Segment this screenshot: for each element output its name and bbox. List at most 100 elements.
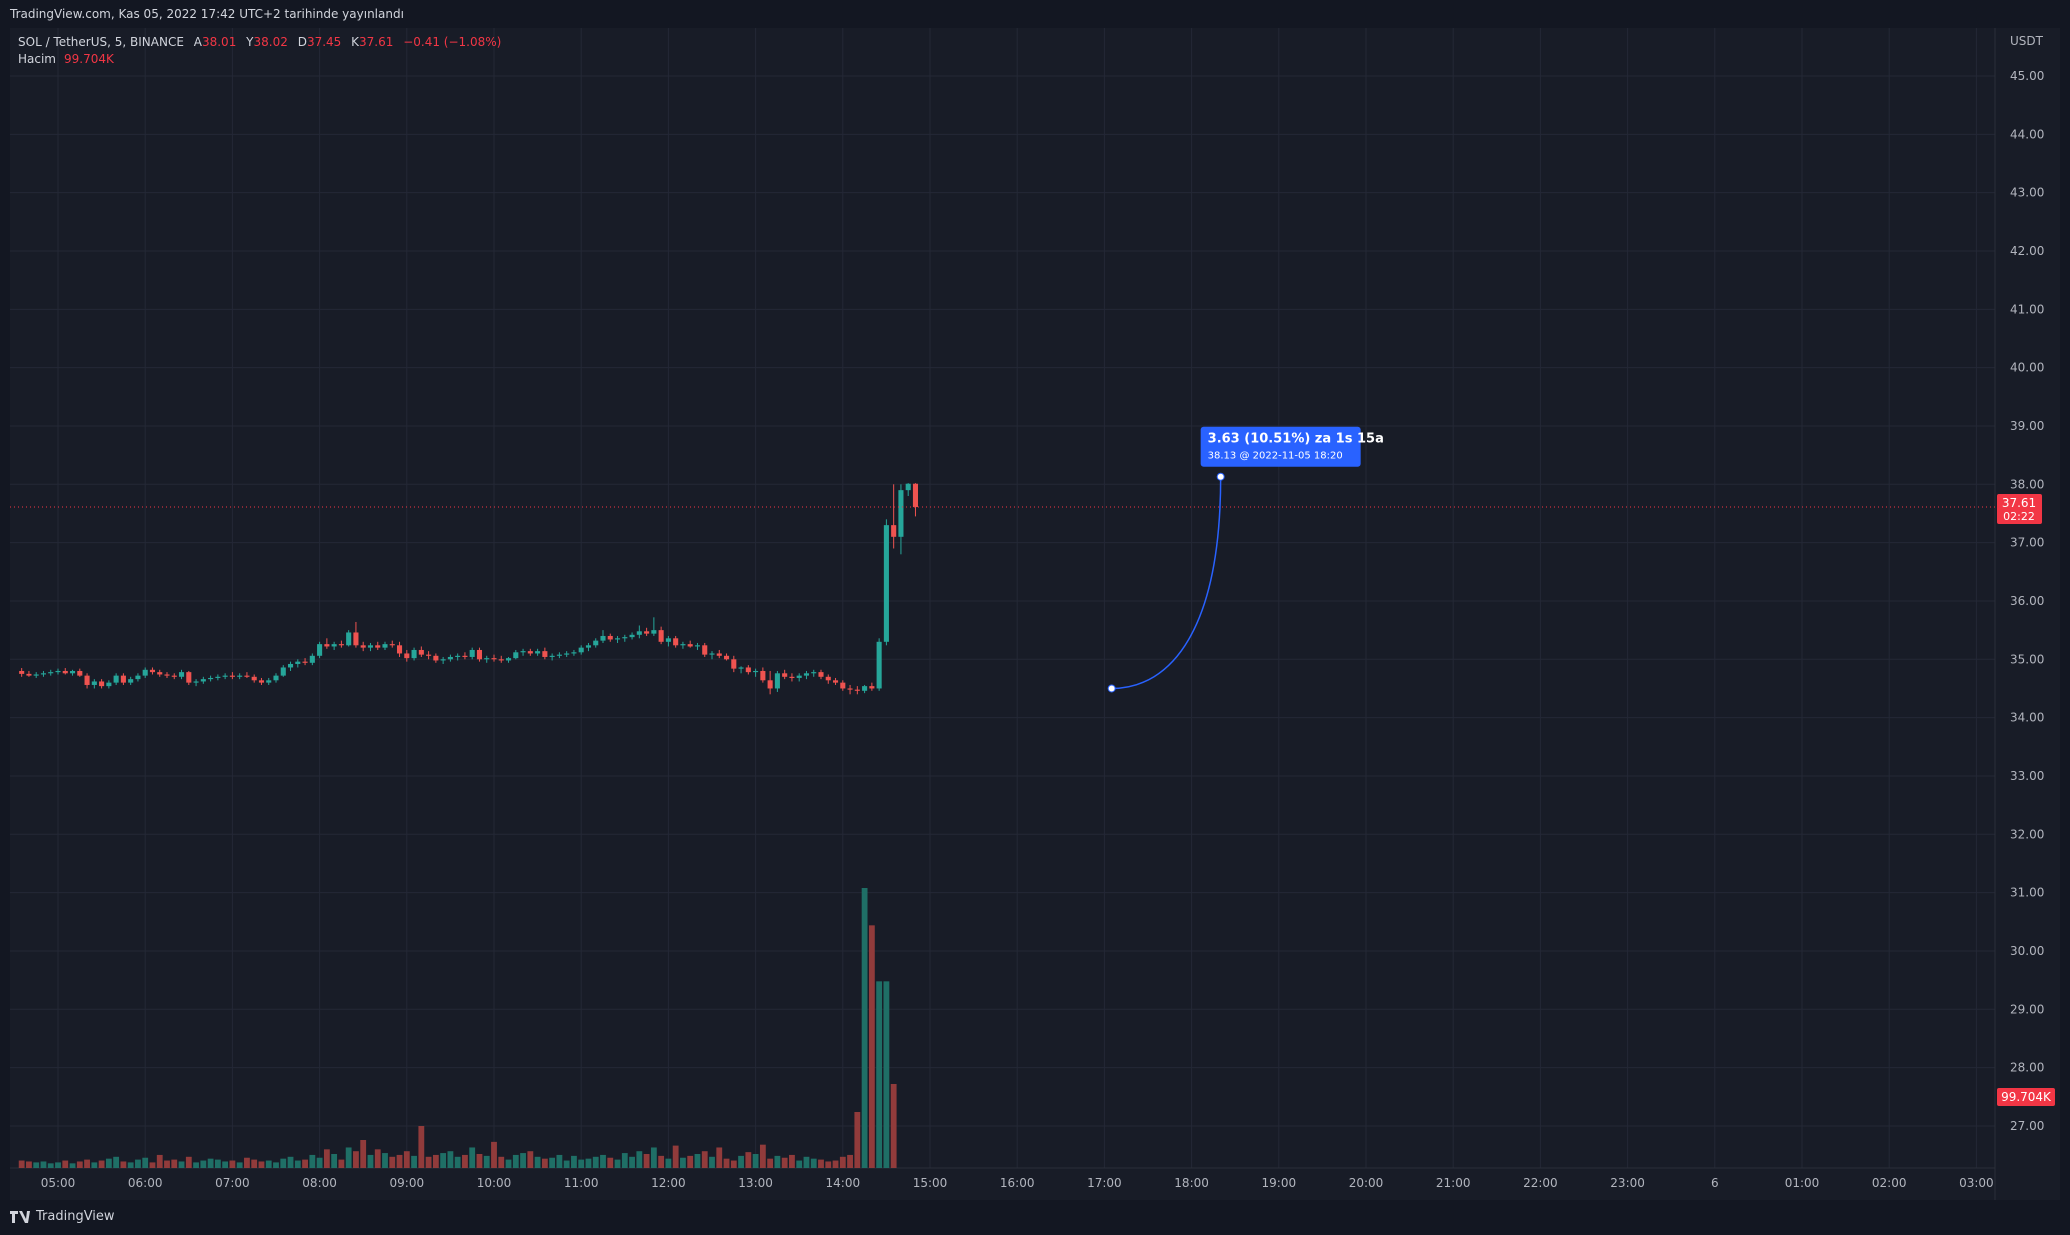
volume-bar bbox=[454, 1156, 461, 1168]
last-price-badge bbox=[1997, 494, 2042, 525]
volume-bar bbox=[839, 1156, 846, 1168]
volume-bar bbox=[374, 1149, 381, 1168]
candle-body bbox=[912, 483, 919, 508]
volume-bar bbox=[69, 1163, 76, 1168]
candle-body bbox=[48, 672, 54, 674]
volume-bar bbox=[534, 1156, 541, 1168]
volume-bar bbox=[62, 1160, 69, 1168]
volume-bar bbox=[26, 1161, 32, 1168]
candle-body bbox=[687, 644, 693, 647]
tradingview-logo[interactable]: TradingView bbox=[10, 1209, 115, 1224]
candle-body bbox=[651, 630, 657, 634]
price-tick-label: 42.00 bbox=[2010, 244, 2044, 258]
volume-bar bbox=[672, 1145, 679, 1168]
price-tick-label: 36.00 bbox=[2010, 594, 2044, 608]
candle-body bbox=[338, 644, 344, 646]
candle-body bbox=[644, 631, 650, 634]
volume-bar bbox=[549, 1157, 556, 1168]
candle-body bbox=[694, 645, 701, 647]
candle-body bbox=[622, 637, 628, 639]
volume-bar bbox=[680, 1157, 686, 1168]
chart-panel[interactable]: 37.61 02:22 99.704K 3.63 (10.51%) za 1s 15a… bbox=[10, 28, 2060, 1200]
volume-bar bbox=[105, 1158, 112, 1168]
candle-body bbox=[876, 641, 882, 689]
candle-body bbox=[171, 675, 177, 677]
candle-body bbox=[840, 682, 846, 689]
candle-body bbox=[782, 673, 788, 677]
chart-grid bbox=[10, 28, 1996, 1200]
time-tick-label: 20:00 bbox=[1349, 1176, 1384, 1190]
candle-body bbox=[883, 525, 889, 642]
volume-bar bbox=[694, 1154, 701, 1168]
candle-series bbox=[19, 483, 919, 695]
chart-legend: SOL / TetherUS, 5, BINANCE A38.01 Y38.02… bbox=[18, 34, 501, 68]
volume-bar bbox=[563, 1160, 570, 1168]
volume-bar bbox=[483, 1155, 490, 1168]
candle-body bbox=[331, 644, 337, 647]
volume-bar bbox=[614, 1159, 621, 1168]
candle-body bbox=[99, 681, 105, 687]
price-tick-label: 44.00 bbox=[2010, 127, 2044, 141]
candle-body bbox=[607, 635, 613, 640]
candle-body bbox=[753, 670, 759, 673]
candle-body bbox=[266, 680, 272, 683]
candle-body bbox=[222, 675, 228, 677]
time-tick-label: 08:00 bbox=[302, 1176, 337, 1190]
volume-bar bbox=[629, 1156, 635, 1168]
last-volume-label: 99.704K bbox=[2001, 1090, 2052, 1104]
candle-body bbox=[273, 675, 279, 681]
volume-bar bbox=[462, 1154, 468, 1168]
volume-bar bbox=[585, 1158, 592, 1168]
candle-body bbox=[542, 651, 548, 657]
candle-body bbox=[571, 652, 577, 654]
volume-bar bbox=[258, 1161, 265, 1168]
candle-body bbox=[767, 680, 773, 689]
volume-label[interactable]: Hacim bbox=[18, 52, 56, 66]
volume-legend-row: Hacim 99.704K bbox=[18, 51, 501, 68]
candle-body bbox=[847, 688, 853, 690]
volume-bar bbox=[636, 1151, 643, 1168]
candle-body bbox=[287, 663, 294, 668]
candle-body bbox=[106, 682, 112, 687]
volume-bar bbox=[752, 1154, 759, 1168]
volume-bar bbox=[527, 1151, 534, 1168]
candle-body bbox=[295, 661, 301, 664]
candle-body bbox=[535, 651, 541, 654]
volume-bar bbox=[818, 1159, 824, 1168]
volume-bar bbox=[774, 1155, 781, 1168]
volume-bar bbox=[178, 1161, 185, 1168]
volume-bar bbox=[40, 1161, 47, 1168]
volume-bar bbox=[120, 1161, 127, 1168]
candle-body bbox=[178, 672, 185, 677]
candle-body bbox=[404, 653, 410, 659]
price-tick-label: 43.00 bbox=[2010, 186, 2044, 200]
candle-body bbox=[556, 654, 562, 656]
candle-body bbox=[433, 655, 439, 661]
volume-value: 99.704K bbox=[64, 52, 114, 66]
volume-bar bbox=[571, 1155, 577, 1168]
candle-body bbox=[505, 658, 512, 661]
volume-bar bbox=[701, 1151, 708, 1168]
candle-body bbox=[157, 672, 163, 675]
candle-body bbox=[796, 675, 802, 678]
symbol-label[interactable]: SOL / TetherUS, 5, BINANCE bbox=[18, 35, 184, 49]
volume-bar bbox=[403, 1151, 410, 1168]
projection-end-point bbox=[1216, 472, 1225, 481]
candle-body bbox=[128, 679, 134, 683]
volume-bar bbox=[767, 1158, 774, 1168]
volume-bar bbox=[207, 1158, 214, 1168]
candle-body bbox=[389, 644, 395, 646]
volume-bar bbox=[222, 1161, 229, 1168]
volume-bar bbox=[185, 1156, 192, 1168]
volume-bar bbox=[745, 1152, 752, 1168]
price-tick-label: 41.00 bbox=[2010, 302, 2044, 316]
volume-bar bbox=[142, 1157, 149, 1168]
candle-body bbox=[237, 675, 243, 677]
candle-body bbox=[898, 490, 904, 537]
time-tick-label: 03:00 bbox=[1959, 1176, 1994, 1190]
volume-bar bbox=[382, 1153, 388, 1168]
volume-bar bbox=[505, 1159, 512, 1168]
candle-body bbox=[862, 686, 868, 691]
volume-bar bbox=[541, 1158, 548, 1168]
